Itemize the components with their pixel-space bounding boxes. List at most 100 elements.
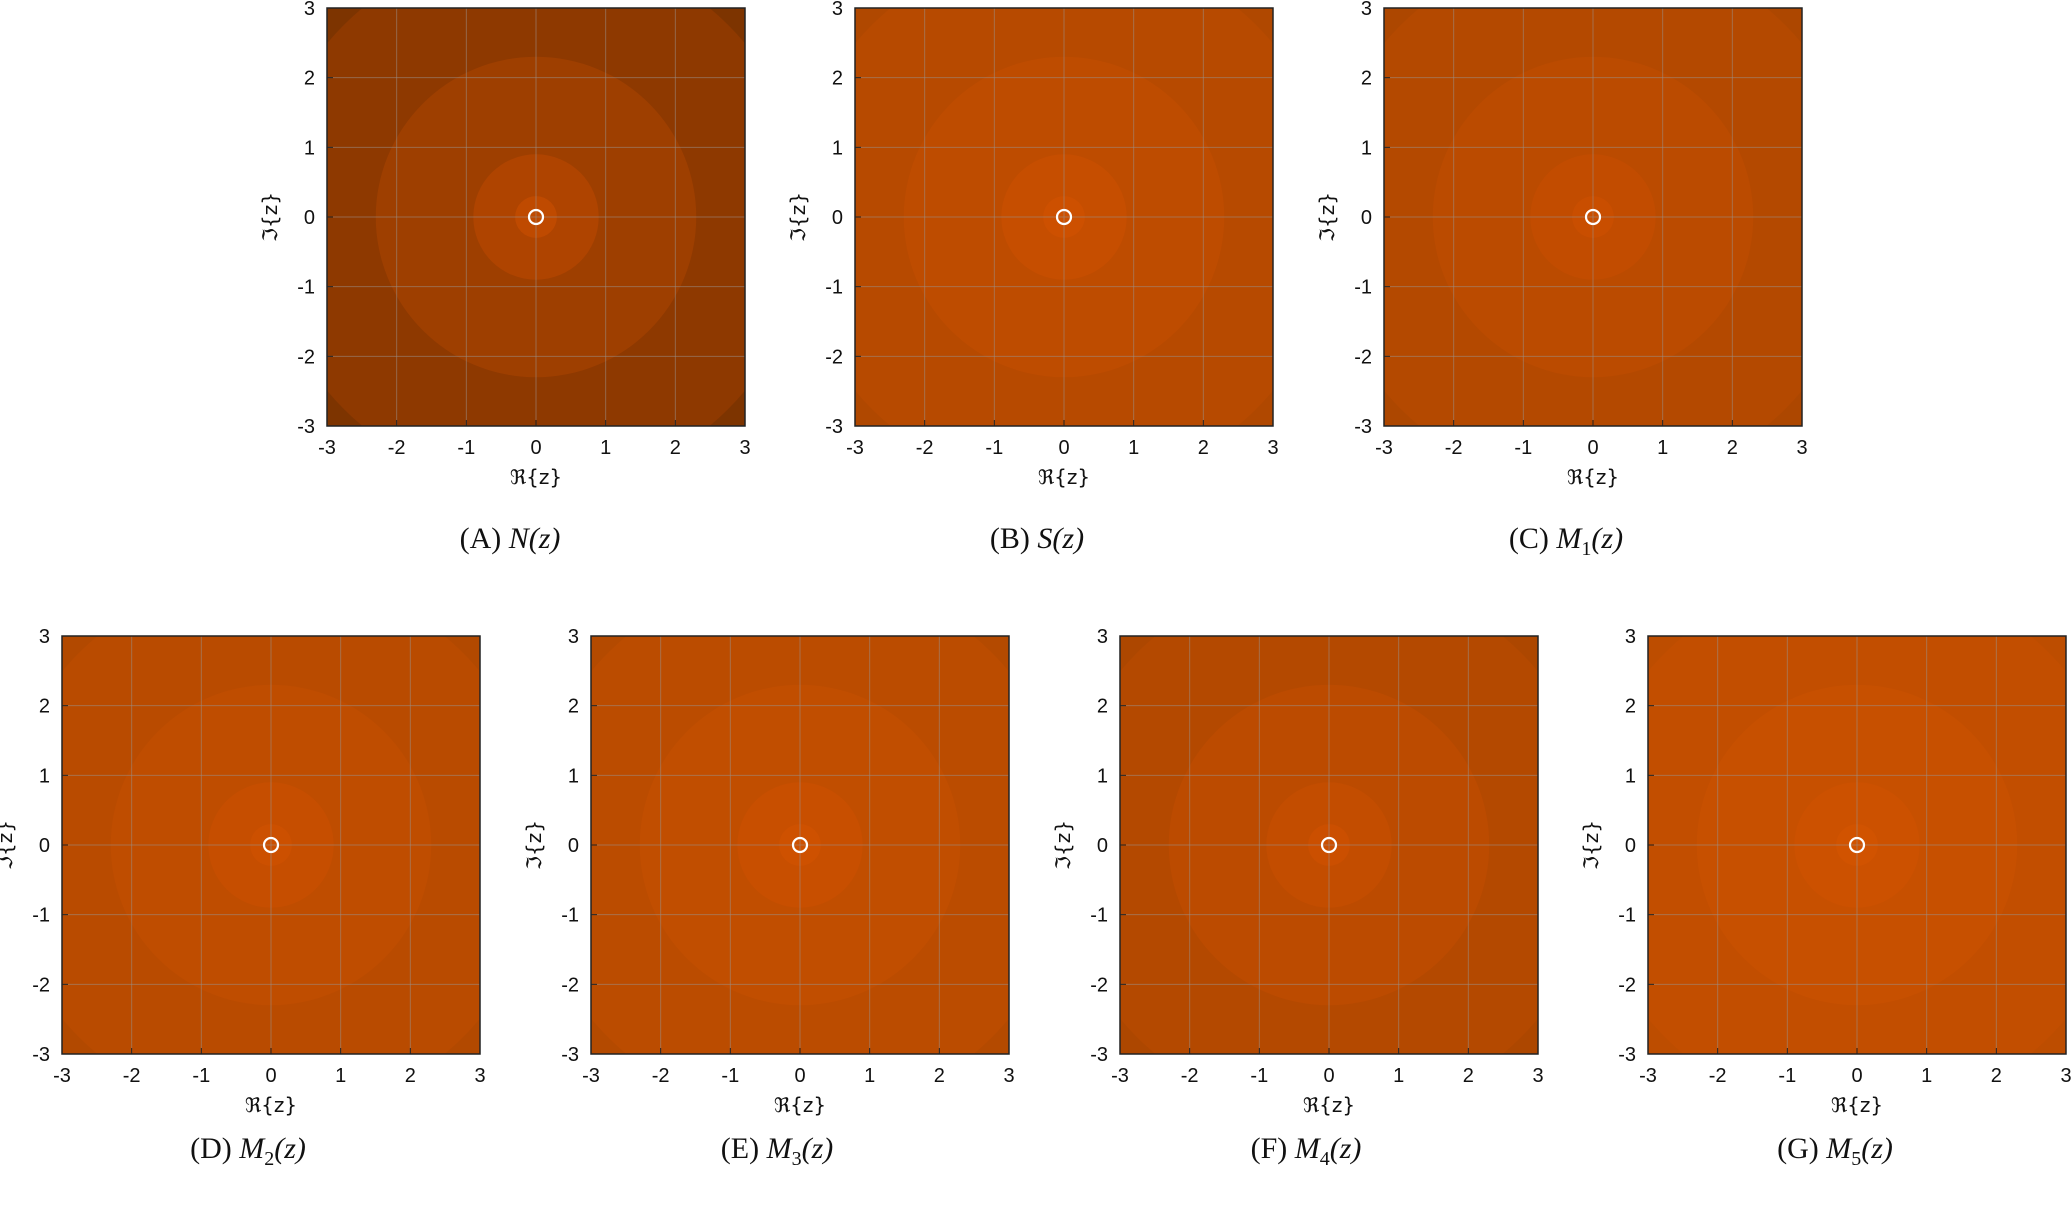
y-tick-label: 2 <box>1097 696 1108 718</box>
panel-caption: (A) N(z) <box>460 522 561 556</box>
y-tick-label: -3 <box>561 1044 579 1066</box>
x-tick-label: -3 <box>582 1065 600 1087</box>
caption-subscript: 3 <box>791 1148 802 1170</box>
caption-argument: (z) <box>1591 522 1624 555</box>
y-tick-label: 2 <box>304 68 315 90</box>
caption-label: (B) <box>989 522 1030 555</box>
y-tick-label: -2 <box>1354 346 1372 368</box>
caption-function-name: M <box>1294 1132 1320 1165</box>
y-tick-label: 0 <box>304 207 315 229</box>
x-tick-label: 1 <box>335 1065 346 1087</box>
y-tick-label: -1 <box>825 277 843 299</box>
chart-panel-f: -3 -2 -1 0 1 2 3 3 2 1 0 -1 -2 -3 ℜ{z} ℑ{z} <box>1051 626 1544 1117</box>
panel-caption: (G) M5(z) <box>1777 1132 1893 1171</box>
y-tick-label: -2 <box>825 346 843 368</box>
chart-panel-a: -3 -2 -1 0 1 2 3 3 2 1 0 -1 -2 -3 ℜ{z} ℑ{z} <box>258 0 751 489</box>
caption-label: (E) <box>720 1132 760 1165</box>
x-axis-label: ℜ{z} <box>1038 465 1090 489</box>
y-tick-label: 1 <box>832 137 843 159</box>
y-tick-label: -3 <box>32 1044 50 1066</box>
y-tick-label: -2 <box>1090 974 1108 996</box>
caption-function: M5(z) <box>1826 1132 1893 1170</box>
y-tick-label: 0 <box>1097 835 1108 857</box>
y-axis-label: ℑ{z} <box>786 192 810 242</box>
x-tick-label: 2 <box>405 1065 416 1087</box>
x-tick-label: -2 <box>652 1065 670 1087</box>
x-tick-label: 3 <box>474 1065 485 1087</box>
y-tick-label: -2 <box>297 346 315 368</box>
caption-subscript: 1 <box>1581 538 1592 560</box>
x-tick-label: -3 <box>1375 437 1393 459</box>
x-axis-label: ℜ{z} <box>1831 1093 1883 1117</box>
y-tick-label: 2 <box>39 696 50 718</box>
x-tick-label: -1 <box>985 437 1003 459</box>
caption-label: (G) <box>1777 1132 1819 1165</box>
y-tick-label: 2 <box>1361 68 1372 90</box>
x-tick-label: 3 <box>1796 437 1807 459</box>
zero-marker <box>1848 836 1866 854</box>
x-tick-label: -1 <box>457 437 475 459</box>
caption-function: M3(z) <box>767 1132 834 1170</box>
chart-panel-d: -3 -2 -1 0 1 2 3 3 2 1 0 -1 -2 -3 ℜ{z} ℑ{z} <box>0 626 486 1117</box>
x-tick-label: 1 <box>864 1065 875 1087</box>
y-axis-label: ℑ{z} <box>1051 820 1075 870</box>
x-tick-label: 3 <box>1267 437 1278 459</box>
y-axis-label: ℑ{z} <box>0 820 17 870</box>
y-tick-label: 2 <box>568 696 579 718</box>
y-tick-label: -2 <box>1618 974 1636 996</box>
caption-label: (A) <box>459 522 502 555</box>
y-tick-label: 0 <box>1361 207 1372 229</box>
x-tick-label: -3 <box>846 437 864 459</box>
y-tick-label: -3 <box>1090 1044 1108 1066</box>
x-tick-label: -2 <box>1709 1065 1727 1087</box>
caption-subscript: 2 <box>264 1148 275 1170</box>
y-tick-label: -3 <box>1354 416 1372 438</box>
caption-function-name: M <box>1826 1132 1852 1165</box>
panel-caption: (B) S(z) <box>990 522 1084 556</box>
y-tick-label: -1 <box>1090 905 1108 927</box>
caption-argument: (z) <box>528 522 561 555</box>
y-tick-label: 1 <box>39 765 50 787</box>
caption-function: S(z) <box>1037 522 1084 555</box>
caption-function-name: M <box>239 1132 265 1165</box>
x-tick-label: 3 <box>1532 1065 1543 1087</box>
chart-panel-c: -3 -2 -1 0 1 2 3 3 2 1 0 -1 -2 -3 ℜ{z} ℑ{z} <box>1315 0 1808 489</box>
y-tick-label: 2 <box>832 68 843 90</box>
x-tick-label: -1 <box>192 1065 210 1087</box>
x-tick-label: 3 <box>1003 1065 1014 1087</box>
y-axis-label: ℑ{z} <box>522 820 546 870</box>
y-tick-label: 0 <box>832 207 843 229</box>
x-tick-label: -2 <box>1181 1065 1199 1087</box>
caption-function: M2(z) <box>239 1132 306 1170</box>
chart-panel-b: -3 -2 -1 0 1 2 3 3 2 1 0 -1 -2 -3 ℜ{z} ℑ{z} <box>786 0 1279 489</box>
x-tick-label: 3 <box>2060 1065 2071 1087</box>
x-tick-label: 1 <box>1921 1065 1932 1087</box>
x-tick-label: -2 <box>123 1065 141 1087</box>
y-tick-label: 1 <box>304 137 315 159</box>
caption-function: N(z) <box>509 522 561 555</box>
x-axis-label: ℜ{z} <box>1303 1093 1355 1117</box>
panel-caption: (D) M2(z) <box>190 1132 306 1171</box>
x-tick-label: -1 <box>1778 1065 1796 1087</box>
y-tick-label: -1 <box>297 277 315 299</box>
x-tick-label: 0 <box>1587 437 1598 459</box>
x-tick-label: 2 <box>1198 437 1209 459</box>
y-tick-label: -3 <box>825 416 843 438</box>
y-tick-label: 0 <box>568 835 579 857</box>
caption-subscript: 5 <box>1851 1148 1862 1170</box>
x-tick-label: 0 <box>530 437 541 459</box>
x-tick-label: 1 <box>1128 437 1139 459</box>
caption-argument: (z) <box>1861 1132 1893 1165</box>
panel-caption: (E) M3(z) <box>721 1132 833 1171</box>
y-tick-label: 3 <box>39 626 50 648</box>
x-tick-label: -2 <box>1445 437 1463 459</box>
x-tick-label: -3 <box>318 437 336 459</box>
caption-argument: (z) <box>1052 522 1085 555</box>
y-tick-label: 3 <box>304 0 315 20</box>
y-tick-label: 0 <box>1625 835 1636 857</box>
chart-panel-g: -3 -2 -1 0 1 2 3 3 2 1 0 -1 -2 -3 ℜ{z} ℑ{z} <box>1579 626 2071 1117</box>
y-tick-label: 3 <box>1625 626 1636 648</box>
panel-caption: (C) M1(z) <box>1509 522 1623 561</box>
caption-label: (C) <box>1508 522 1549 555</box>
